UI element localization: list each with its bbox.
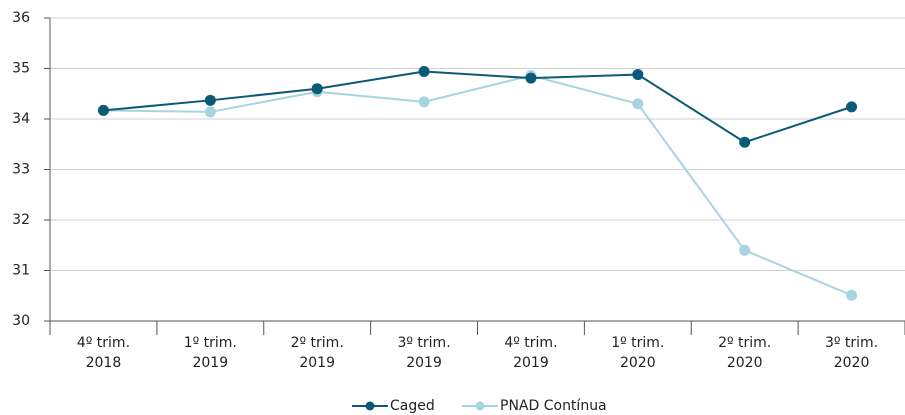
x-tick-label-line: 3º trim. [397,335,450,351]
x-tick-label: 3º trim. 2020 [825,335,878,371]
data-point [97,104,109,116]
data-point [739,244,751,256]
x-tick-label-line: 2020 [620,355,656,371]
data-point [204,106,216,118]
legend-marker [365,401,375,411]
x-tick-label-line: 2019 [192,355,228,371]
x-tick-label: 2º trim. 2020 [718,335,771,371]
data-point [418,96,430,108]
data-point [418,66,430,78]
data-point [739,136,751,148]
data-point [204,94,216,106]
series-line [103,70,852,144]
x-tick-label-line: 1º trim. [184,335,237,351]
x-tick-label-line: 2020 [834,355,870,371]
x-tick-label-line: 2019 [299,355,335,371]
data-point [846,289,858,301]
y-tick-label: 30 [12,313,30,329]
x-tick-label-line: 2019 [406,355,442,371]
x-tick-label-line: 2º trim. [718,335,771,351]
data-point [525,72,537,84]
x-tick-label: 2º trim. 2019 [291,335,344,371]
x-tick-label-line: 3º trim. [825,335,878,351]
data-point [632,98,644,110]
x-tick-label-line: 2018 [86,355,122,371]
y-tick-label: 33 [12,162,30,178]
y-tick-label: 36 [12,10,30,26]
x-tick-label: 3º trim. 2019 [397,335,450,371]
x-tick-label-line: 2020 [727,355,763,371]
x-tick-label-line: 4º trim. [504,335,557,351]
data-point [311,83,323,95]
data-point [632,69,644,81]
y-tick-label: 32 [12,212,30,228]
x-tick-label: 1º trim. 2019 [184,335,237,371]
y-tick-label: 35 [12,61,30,77]
series-line [103,74,852,297]
x-tick-label: 4º trim. 2019 [504,335,557,371]
x-tick-label-line: 1º trim. [611,335,664,351]
legend-label: PNAD Contínua [500,398,607,414]
x-tick-label: 4º trim. 2018 [77,335,130,371]
x-tick-label-line: 2º trim. [291,335,344,351]
x-tick-label-line: 2019 [513,355,549,371]
data-point [846,101,858,113]
y-tick-label: 34 [12,111,30,127]
y-tick-label: 31 [12,263,30,279]
legend-label: Caged [390,398,435,414]
x-tick-label: 1º trim. 2020 [611,335,664,371]
x-tick-label-line: 4º trim. [77,335,130,351]
legend-marker [475,401,485,411]
